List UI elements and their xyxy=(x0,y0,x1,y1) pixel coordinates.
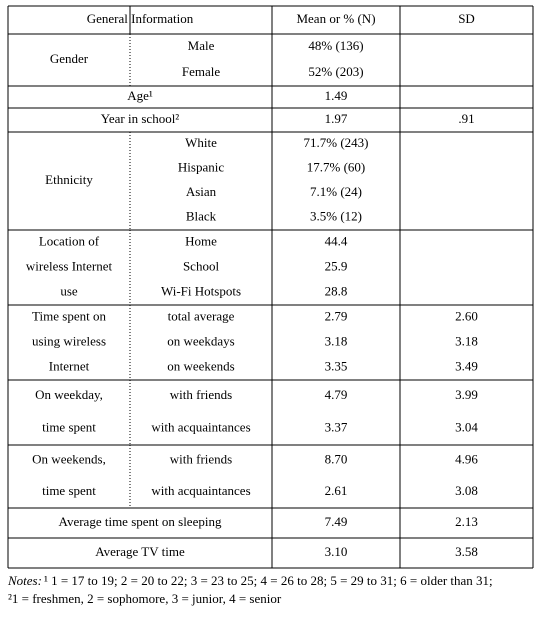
mean-cell: 3.35 xyxy=(325,358,348,373)
group-label: Ethnicity xyxy=(45,172,93,187)
sub-label: Male xyxy=(188,38,215,53)
sd-cell: 3.58 xyxy=(455,544,478,559)
sub-label: on weekdays xyxy=(167,333,235,348)
row-label: Average TV time xyxy=(95,544,185,559)
mean-cell: 1.49 xyxy=(325,88,348,103)
mean-cell: 4.79 xyxy=(325,387,348,402)
group-label: use xyxy=(60,283,78,298)
mean-cell: 44.4 xyxy=(325,233,348,248)
mean-cell: 3.18 xyxy=(325,333,348,348)
sd-cell: .91 xyxy=(458,111,474,126)
notes-text: ²1 = freshmen, 2 = sophomore, 3 = junior… xyxy=(8,591,282,606)
header-cell: SD xyxy=(458,11,475,26)
notes-label: Notes: xyxy=(7,573,42,588)
mean-cell: 71.7% (243) xyxy=(304,135,369,150)
mean-cell: 2.79 xyxy=(325,308,348,323)
mean-cell: 3.10 xyxy=(325,544,348,559)
sub-label: total average xyxy=(168,308,235,323)
mean-cell: 8.70 xyxy=(325,452,348,467)
sub-label: School xyxy=(183,258,220,273)
notes-text: ¹ 1 = 17 to 19; 2 = 20 to 22; 3 = 23 to … xyxy=(44,573,493,588)
sd-cell: 3.04 xyxy=(455,420,478,435)
sd-cell: 3.99 xyxy=(455,387,478,402)
mean-cell: 52% (203) xyxy=(308,64,363,79)
header-cell: General Information xyxy=(87,11,194,26)
row-label: Year in school² xyxy=(101,111,180,126)
mean-cell: 17.7% (60) xyxy=(307,160,366,175)
group-label: using wireless xyxy=(32,333,106,348)
mean-cell: 2.61 xyxy=(325,483,348,498)
group-label: Internet xyxy=(49,358,90,373)
sd-cell: 2.60 xyxy=(455,308,478,323)
mean-cell: 7.49 xyxy=(325,514,348,529)
sub-label: Wi-Fi Hotspots xyxy=(161,283,241,298)
sub-label: with friends xyxy=(170,387,232,402)
sub-label: White xyxy=(185,135,217,150)
group-label: time spent xyxy=(42,420,96,435)
mean-cell: 7.1% (24) xyxy=(310,184,362,199)
sub-label: with acquaintances xyxy=(151,420,250,435)
row-label: Average time spent on sleeping xyxy=(59,514,222,529)
sd-cell: 3.49 xyxy=(455,358,478,373)
sub-label: with acquaintances xyxy=(151,483,250,498)
sub-label: Hispanic xyxy=(178,160,224,175)
group-label: Location of xyxy=(39,233,100,248)
group-label: Time spent on xyxy=(32,308,106,323)
mean-cell: 48% (136) xyxy=(308,38,363,53)
header-cell: Mean or % (N) xyxy=(296,11,375,26)
mean-cell: 25.9 xyxy=(325,258,348,273)
group-label: wireless Internet xyxy=(26,258,113,273)
group-label: On weekends, xyxy=(32,452,106,467)
sd-cell: 2.13 xyxy=(455,514,478,529)
sub-label: on weekends xyxy=(167,358,235,373)
mean-cell: 3.37 xyxy=(325,420,348,435)
sd-cell: 3.18 xyxy=(455,333,478,348)
sd-cell: 3.08 xyxy=(455,483,478,498)
mean-cell: 1.97 xyxy=(325,111,348,126)
group-label: On weekday, xyxy=(35,387,103,402)
sd-cell: 4.96 xyxy=(455,452,478,467)
sub-label: Asian xyxy=(186,184,217,199)
group-label: time spent xyxy=(42,483,96,498)
row-label: Age¹ xyxy=(127,88,153,103)
mean-cell: 28.8 xyxy=(325,283,348,298)
sub-label: Black xyxy=(186,209,217,224)
sub-label: with friends xyxy=(170,452,232,467)
mean-cell: 3.5% (12) xyxy=(310,209,362,224)
sub-label: Home xyxy=(185,233,217,248)
sub-label: Female xyxy=(182,64,220,79)
group-label: Gender xyxy=(50,51,89,66)
notes-line: Notes: ¹ 1 = 17 to 19; 2 = 20 to 22; 3 = … xyxy=(7,573,493,588)
